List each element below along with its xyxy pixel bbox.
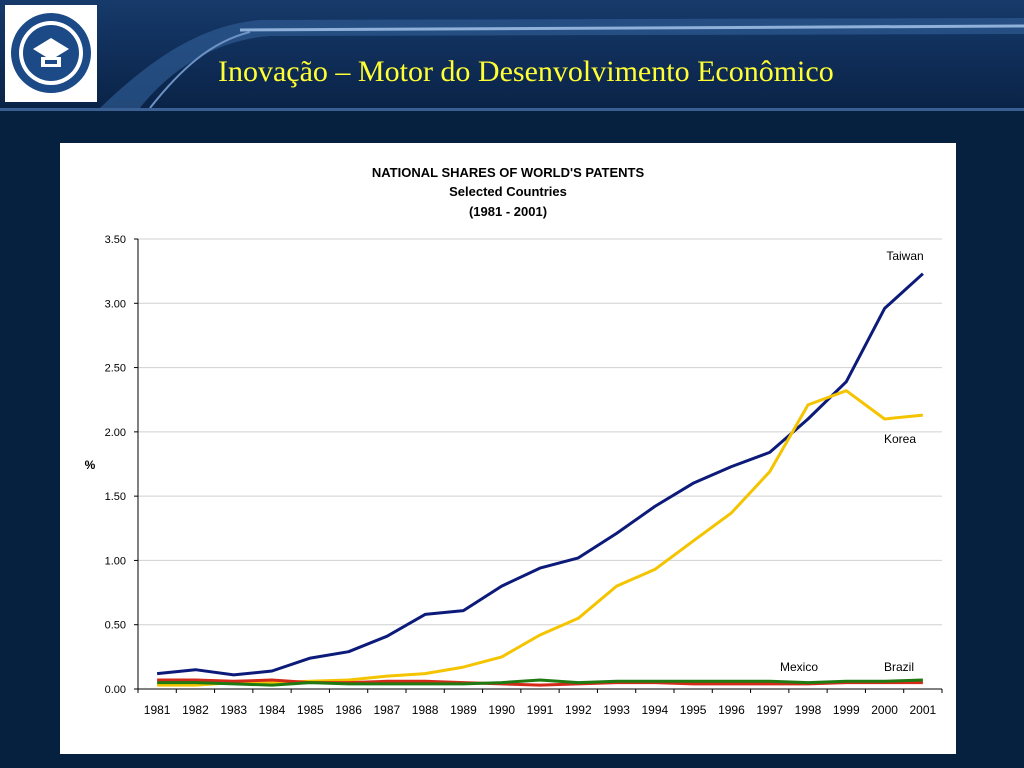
series-line-brazil — [157, 678, 923, 687]
y-axis-label: % — [85, 458, 96, 472]
y-tick-label: 3.00 — [105, 298, 126, 310]
x-tick-label: 1990 — [488, 703, 515, 717]
x-tick-label: 1991 — [527, 703, 554, 717]
x-tick-label: 1987 — [374, 703, 401, 717]
series-label-brazil: Brazil — [884, 660, 914, 674]
series-label-korea: Korea — [884, 432, 916, 446]
y-tick-label: 3.50 — [105, 234, 126, 246]
chart-subtitle-years: (1981 - 2001) — [468, 204, 548, 219]
header-divider — [0, 108, 1024, 111]
slide-title: Inovação – Motor do Desenvolvimento Econ… — [218, 55, 834, 88]
x-tick-label: 1993 — [603, 703, 630, 717]
x-tick-label: 1997 — [756, 703, 783, 717]
series-line-mexico — [157, 678, 923, 687]
x-tick-label: 1989 — [450, 703, 477, 717]
header-swoosh — [100, 18, 1024, 108]
chart-title: NATIONAL SHARES OF WORLD'S PATENTS — [371, 165, 645, 180]
x-tick-label: 1986 — [335, 703, 362, 717]
y-tick-label: 1.50 — [105, 491, 126, 503]
x-tick-label: 1999 — [833, 703, 860, 717]
x-tick-label: 1984 — [259, 703, 286, 717]
y-tick-label: 0.00 — [105, 684, 126, 696]
x-tick-label: 1998 — [795, 703, 822, 717]
x-tick-label: 1988 — [412, 703, 439, 717]
x-tick-label: 1981 — [144, 703, 171, 717]
y-tick-label: 0.50 — [105, 620, 126, 632]
series-label-taiwan: Taiwan — [886, 249, 923, 263]
x-tick-label: 1992 — [565, 703, 592, 717]
x-tick-label: 1994 — [642, 703, 669, 717]
series-line-korea — [157, 389, 924, 687]
series-line-taiwan — [156, 272, 924, 677]
x-tick-label: 1985 — [297, 703, 324, 717]
series-label-mexico: Mexico — [780, 660, 818, 674]
y-tick-label: 1.00 — [105, 555, 126, 567]
chart-subtitle: Selected Countries — [449, 184, 567, 199]
y-tick-label: 2.00 — [105, 427, 126, 439]
x-tick-label: 1996 — [718, 703, 745, 717]
chart-panel: NATIONAL SHARES OF WORLD'S PATENTS Selec… — [60, 143, 956, 754]
x-tick-label: 1995 — [680, 703, 707, 717]
line-chart: 0.00 0.50 1.00 1.50 2.00 2.50 3.00 3.50% 1981 198… — [85, 234, 943, 717]
institution-logo — [5, 5, 97, 102]
x-tick-label: 1983 — [220, 703, 247, 717]
slide-header — [0, 0, 1024, 108]
x-tick-label: 2001 — [910, 703, 937, 717]
x-tick-label: 2000 — [871, 703, 898, 717]
y-tick-label: 2.50 — [105, 363, 126, 375]
x-tick-label: 1982 — [182, 703, 209, 717]
